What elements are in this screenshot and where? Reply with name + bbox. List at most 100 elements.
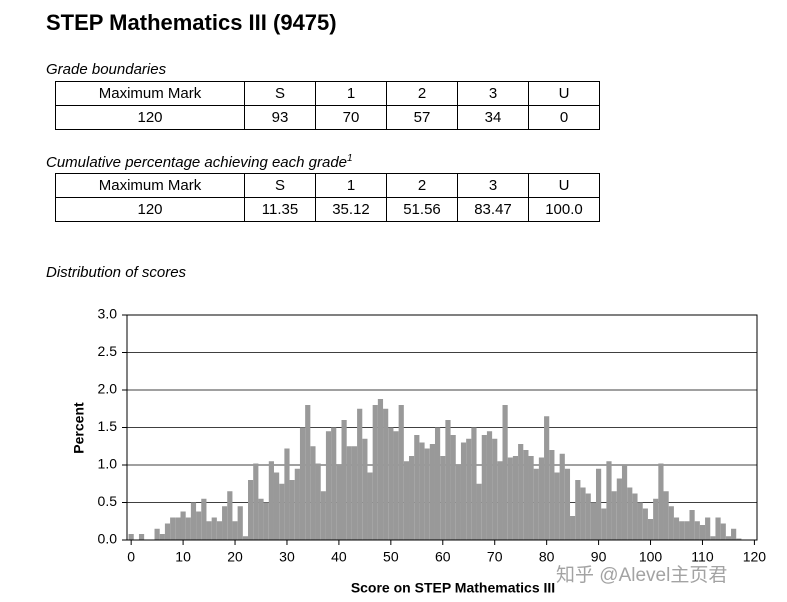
table-cell: 83.47 [457,197,529,222]
bar [227,491,233,540]
bar [538,457,545,540]
bar [190,502,197,540]
bar [736,538,742,540]
bar [154,528,160,540]
x-tick-label: 60 [435,549,451,565]
x-axis-label: Score on STEP Mathematics III [351,580,555,596]
bar [720,523,726,540]
bar [440,456,446,540]
bar [564,468,571,540]
x-tick-label: 80 [539,549,555,565]
bar [533,468,539,540]
bar [694,521,700,540]
bar [388,427,394,540]
bar [684,521,690,540]
bar [383,408,389,540]
bar [268,461,274,540]
plot-frame [126,314,758,541]
bar [689,510,695,540]
bar [570,516,576,540]
bar [549,450,555,540]
bar [289,480,295,540]
bar [528,456,534,540]
bar [253,463,259,540]
table-cell: Maximum Mark [55,173,245,198]
bar [393,431,399,540]
table-row: Maximum Mark S 1 2 3 U [55,81,600,106]
bar [409,456,415,540]
bar [320,491,326,540]
bar [222,506,228,540]
bar [585,493,591,540]
bar [315,463,321,540]
bar [232,521,238,540]
y-tick-label: 1.0 [98,456,118,472]
bar [419,442,425,540]
bar [284,448,290,540]
bar [248,480,254,540]
bar [170,517,176,540]
bar [705,517,711,540]
title: STEP Mathematics III (9475) [46,10,337,35]
bar [325,431,332,540]
bar [715,517,721,540]
x-tick-label: 30 [279,549,295,565]
y-tick-label: 0.0 [98,531,118,547]
bar [502,405,508,540]
table-cell: 0 [528,105,600,130]
bar [346,446,352,540]
bar [668,506,674,540]
cumulative-table: Maximum Mark S 1 2 3 U 120 11.35 35.12 51.56 83.47… [55,173,600,222]
bar [590,502,596,540]
x-tick-label: 90 [591,549,607,565]
bar [611,491,617,540]
bar [305,405,311,540]
bar [647,519,654,540]
table-row: 120 93 70 57 34 0 [55,105,600,130]
bar [725,536,732,540]
bar [216,521,223,540]
bar [595,468,602,540]
y-tick-label: 0.5 [98,493,118,509]
bar [429,444,435,540]
bar [263,502,269,540]
table-cell: 35.12 [315,197,387,222]
bar [201,498,207,540]
x-tick-label: 100 [639,549,663,565]
bar [164,523,171,540]
bar [512,456,519,540]
bar [601,508,607,540]
bar [196,511,202,540]
table-cell: 51.56 [386,197,458,222]
caption: Distribution of scores [46,264,187,281]
bar [242,536,249,540]
x-tick-label: 50 [383,549,399,565]
caption: Grade boundaries [46,61,167,78]
bar [518,444,524,540]
caption-text: Cumulative percentage achieving each gra… [46,154,348,171]
bar [679,521,685,540]
x-tick-label: 10 [175,549,191,565]
bar [377,399,384,540]
bar [357,408,363,540]
y-tick-label: 2.0 [98,381,118,397]
table-row: 120 11.35 35.12 51.56 83.47 100.0 [55,197,600,222]
bar [544,416,550,540]
bar [336,465,342,540]
table-cell: 70 [315,105,387,130]
bar [497,461,503,540]
bar [616,478,622,540]
bar [414,435,420,540]
bar [450,435,456,540]
bar [673,517,680,540]
bar [523,450,529,540]
bar [653,498,659,540]
bar [237,506,243,540]
table-cell: 11.35 [244,197,316,222]
caption: Cumulative percentage achieving each gra… [46,153,353,171]
bar [211,517,217,540]
table-row: Maximum Mark S 1 2 3 U [55,173,600,198]
bar [575,480,581,540]
bar [279,483,285,540]
y-axis-label: Percent [71,402,87,454]
